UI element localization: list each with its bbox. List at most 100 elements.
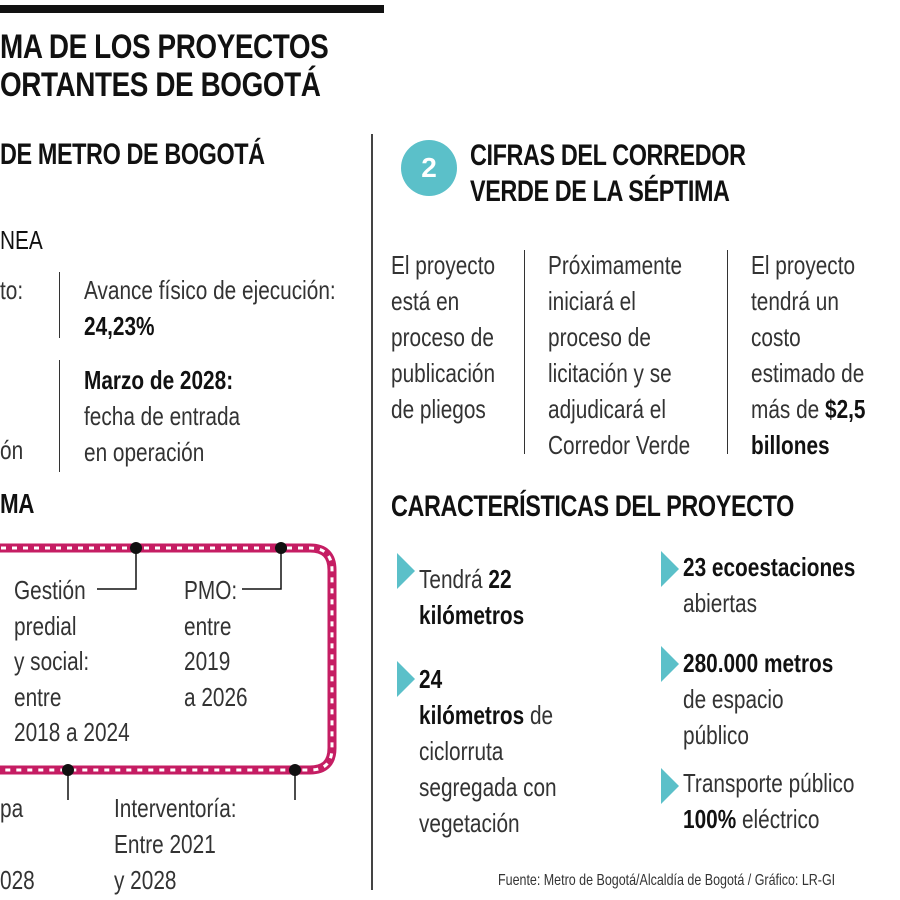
col3-amount: $2,5 [825, 394, 866, 424]
cifra-col-2: Próximamente iniciará el proceso de lici… [548, 247, 690, 463]
item-tra-line1: Transporte público [683, 768, 855, 798]
section-number-badge: 2 [401, 140, 457, 196]
item-tra-line2: 100% eléctrico [683, 801, 855, 837]
page-title: MA DE LOS PROYECTOS ORTANTES DE BOGOTÁ [0, 28, 329, 104]
gestion-line5: 2018 a 2024 [14, 717, 130, 747]
left-fragment-to: to: [0, 275, 24, 305]
left-fragment-on: ón [0, 435, 24, 465]
item-24km-line5: vegetación [419, 808, 520, 838]
page-title-line1: MA DE LOS PROYECTOS [0, 28, 329, 66]
source-credit: Fuente: Metro de Bogotá/Alcaldía de Bogo… [498, 872, 836, 889]
leader-etapa [67, 770, 69, 800]
marzo-bold: Marzo de 2028: [84, 365, 234, 395]
cifra-divider-2 [727, 250, 728, 454]
marzo-line1: fecha de entrada [84, 401, 241, 431]
interventoria-line1: Interventoría: [114, 793, 237, 823]
item-transporte: Transporte público 100% eléctrico [683, 765, 855, 837]
item-24km-number: 24 [419, 664, 443, 694]
item-24km-line4: segregada con [419, 772, 557, 802]
col3-line1: El proyecto [751, 250, 856, 280]
page-title-line2: ORTANTES DE BOGOTÁ [0, 66, 321, 104]
col3-billones: billones [751, 430, 830, 460]
left-divider-1 [59, 272, 60, 338]
right-section-title: CIFRAS DEL CORREDOR VERDE DE LA SÉPTIMA [470, 138, 746, 210]
col2-line4: licitación y se [548, 358, 672, 388]
col1-line5: de pliegos [391, 394, 486, 424]
right-title-line2: VERDE DE LA SÉPTIMA [470, 175, 730, 208]
gestion-line4: entre [14, 681, 62, 712]
item-24km-unit: kilómetros [419, 700, 525, 730]
gestion-line1: Gestión [14, 575, 86, 605]
col3-pre: más de [751, 394, 825, 424]
pmo-label: PMO: entre 2019 a 2026 [184, 573, 248, 715]
col1-line3: proceso de [391, 322, 494, 352]
characteristics-title: CARACTERÍSTICAS DEL PROYECTO [391, 490, 794, 523]
left-subhead-linea: NEA [0, 225, 43, 255]
item-22km-unit: kilómetros [419, 600, 525, 630]
metro-track-ties [0, 546, 334, 772]
bullet-arrow-icon [661, 768, 679, 804]
pmo-line1: PMO: [184, 575, 238, 605]
item-ecoestaciones: 23 ecoestaciones abiertas [683, 549, 855, 621]
item-22km: Tendrá 22 kilómetros [419, 561, 524, 633]
bullet-arrow-icon [661, 646, 679, 682]
gestion-line3: y social: [14, 646, 90, 676]
left-subhead-ma: MA [0, 488, 35, 519]
item-22km-pre: Tendrá [419, 564, 489, 594]
bullet-arrow-icon [661, 551, 679, 587]
col3-line5: más de $2,5 [751, 391, 865, 427]
interventoria-line2: Entre 2021 [114, 829, 216, 859]
avance-block: Avance físico de ejecución: 24,23% [84, 272, 336, 344]
item-24km-rest: de [524, 700, 554, 730]
marzo-block: Marzo de 2028: fecha de entrada en opera… [84, 362, 240, 470]
bullet-arrow-icon [397, 553, 415, 589]
col1-line4: publicación [391, 358, 496, 388]
col3-line4: estimado de [751, 358, 865, 388]
etapa-fragment: pa [0, 793, 24, 823]
left-divider-2 [59, 360, 60, 472]
item-tra-bold: 100% [683, 804, 737, 834]
item-espacio-publico: 280.000 metros de espacio público [683, 645, 833, 753]
col2-line1: Próximamente [548, 250, 683, 280]
item-esp-line3: público [683, 720, 749, 750]
avance-label: Avance físico de ejecución: [84, 275, 336, 305]
col2-line3: proceso de [548, 322, 651, 352]
cifra-divider-1 [524, 250, 525, 454]
interventoria-label: Interventoría: Entre 2021 y 2028 [114, 790, 237, 898]
item-24km-line2: kilómetros de [419, 697, 557, 733]
item-eco-bold: 23 ecoestaciones [683, 552, 856, 582]
col1-line2: está en [391, 286, 460, 316]
metro-timeline-diagram [0, 542, 337, 800]
item-esp-bold: 280.000 metros [683, 648, 834, 678]
col2-line5: adjudicará el [548, 394, 666, 424]
cifra-col-3: El proyecto tendrá un costo estimado de … [751, 247, 865, 463]
left-section-title: DE METRO DE BOGOTÁ [0, 138, 265, 171]
col2-line6: Corredor Verde [548, 430, 691, 460]
item-tra-rest: eléctrico [736, 804, 820, 834]
item-24km: 24 kilómetros de ciclorruta segregada co… [419, 661, 557, 841]
pmo-line3: 2019 [184, 646, 231, 676]
leader-gestion [97, 548, 137, 590]
right-title-line1: CIFRAS DEL CORREDOR [470, 139, 746, 172]
avance-value: 24,23% [84, 311, 155, 341]
year-fragment: 028 [0, 865, 35, 895]
item-24km-line3: ciclorruta [419, 736, 504, 766]
item-22km-line1: Tendrá 22 [419, 561, 524, 597]
col1-line1: El proyecto [391, 250, 496, 280]
item-22km-number: 22 [488, 564, 512, 594]
cifra-col-1: El proyecto está en proceso de publicaci… [391, 247, 495, 427]
gestion-line2: predial [14, 610, 77, 641]
bullet-arrow-icon [397, 661, 415, 697]
item-eco-rest: abiertas [683, 588, 757, 618]
leader-interventoria [294, 770, 296, 800]
center-divider [371, 134, 373, 890]
pmo-line4: a 2026 [184, 681, 248, 712]
interventoria-line3: y 2028 [114, 865, 177, 895]
col2-line2: iniciará el [548, 286, 636, 316]
col3-line3: costo [751, 322, 801, 352]
pmo-line2: entre [184, 610, 232, 641]
marzo-line2: en operación [84, 437, 205, 467]
item-esp-line2: de espacio [683, 684, 784, 714]
col3-line2: tendrá un [751, 286, 839, 316]
gestion-label: Gestión predial y social: entre 2018 a 2… [14, 573, 130, 751]
